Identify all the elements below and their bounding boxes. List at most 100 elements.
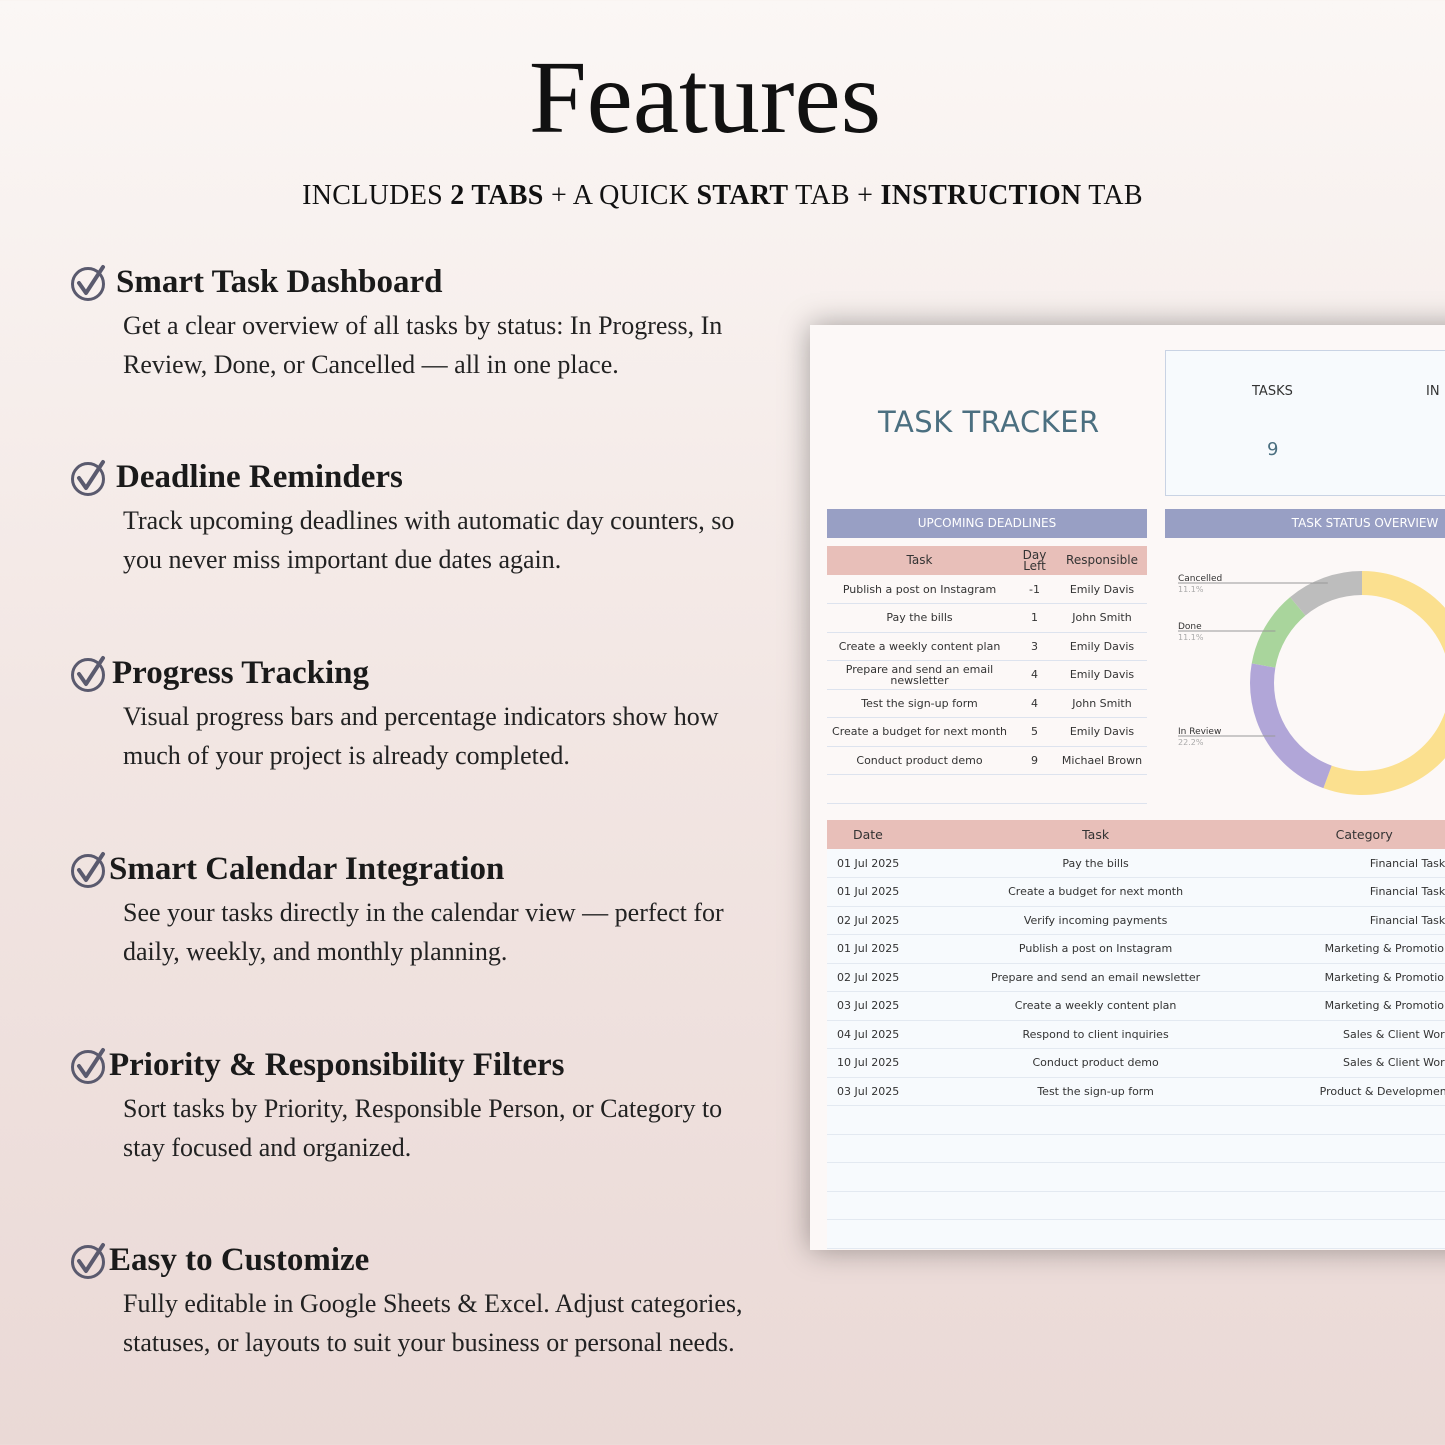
deadlines-table: Task Day Left Responsible Publish a post on… [827,546,1147,804]
kpi-label: TASKS [1252,384,1293,399]
feature-title: Easy to Customize [109,1242,370,1278]
column-header: Responsible [1057,546,1147,575]
task-cell[interactable]: Pay the bills [913,849,1278,878]
kpi-value: 9 [1267,439,1279,460]
table-row: Create a weekly content plan 3 Emily Davis [827,632,1147,661]
date-cell [827,1105,914,1135]
category-cell[interactable] [1277,1134,1445,1163]
subtitle-part: TAB [1081,180,1143,211]
task-cell[interactable] [913,1105,1278,1135]
date-cell [827,1162,914,1192]
table-row: ▼ [827,1162,1445,1192]
table-row: 10 Jul 2025 Conduct product demo Sales &… [827,1048,1445,1078]
category-cell[interactable]: Financial Tasks [1277,849,1445,878]
column-header: Task [827,546,1012,575]
feature-description: See your tasks directly in the calendar … [123,898,724,966]
task-cell[interactable]: Prepare and send an email newsletter [913,963,1278,992]
category-cell[interactable] [1277,1162,1445,1192]
table-row: 03 Jul 2025 Test the sign-up form Produc… [827,1077,1445,1106]
table-cell: John Smith [1057,689,1147,718]
table-row: Pay the bills 1 John Smith [827,603,1147,633]
table-cell: Prepare and send an email newsletter [827,660,1012,690]
date-cell: 02 Jul 2025 [827,963,914,992]
category-cell[interactable]: Sales & Client Work [1277,1020,1445,1049]
table-row: 03 Jul 2025 Create a weekly content plan… [827,991,1445,1021]
task-cell[interactable]: Create a weekly content plan [913,991,1278,1021]
table-cell: -1 [1012,575,1057,604]
spreadsheet-preview: TASK TRACKER TASKS 9 IN I UPCOMING DEADL… [810,325,1445,1250]
table-cell: 3 [1012,632,1057,661]
upcoming-deadlines-header: UPCOMING DEADLINES [827,509,1147,538]
table-cell: Michael Brown [1057,746,1147,775]
task-cell[interactable] [913,1191,1278,1220]
table-row: Publish a post on Instagram -1 Emily Davis [827,575,1147,604]
task-status-header: TASK STATUS OVERVIEW [1165,509,1445,538]
date-cell: 02 Jul 2025 [827,906,914,935]
sheet-title: TASK TRACKER [878,405,1100,439]
column-header: Category [1277,820,1445,849]
task-cell[interactable] [913,1134,1278,1163]
task-cell[interactable] [913,1162,1278,1192]
table-row: Create a budget for next month 5 Emily Dav… [827,717,1147,747]
table-cell: Test the sign-up form [827,689,1012,718]
donut-slice [1250,663,1332,789]
slice-label: In Review [1178,727,1221,737]
task-cell[interactable]: Respond to client inquiries [913,1020,1278,1049]
category-cell[interactable] [1277,1219,1445,1249]
feature-description: Visual progress bars and percentage indi… [123,702,719,770]
table-row: 01 Jul 2025 Pay the bills Financial Task… [827,849,1445,878]
table-cell: 5 [1012,717,1057,747]
task-cell[interactable]: Test the sign-up form [913,1077,1278,1106]
table-cell: 4 [1012,689,1057,718]
table-header: DateTaskCategoryDu [827,820,1445,849]
check-circle-icon [71,460,105,496]
table-cell: 4 [1012,660,1057,690]
table-row: Conduct product demo 9 Michael Brown [827,746,1147,775]
table-header: Task Day Left Responsible [827,546,1147,575]
feature-description: Get a clear overview of all tasks by sta… [123,311,723,379]
slice-pct: 11.1% [1178,585,1204,594]
category-cell[interactable] [1277,1105,1445,1135]
date-cell: 01 Jul 2025 [827,877,914,907]
category-cell[interactable]: Marketing & Promotion [1277,934,1445,964]
slice-label: Done [1178,622,1202,632]
task-cell[interactable]: Create a budget for next month [913,877,1278,907]
table-cell: Publish a post on Instagram [827,575,1012,604]
category-cell[interactable]: Marketing & Promotion [1277,991,1445,1021]
table-row: 01 Jul 2025 Publish a post on Instagram … [827,934,1445,964]
feature-title: Smart Task Dashboard [116,264,443,300]
table-row: 04 Jul 2025 Respond to client inquiries … [827,1020,1445,1049]
check-circle-icon [71,852,105,888]
date-cell: 03 Jul 2025 [827,1077,914,1106]
date-cell: 01 Jul 2025 [827,849,914,878]
table-row: Prepare and send an email newsletter 4 Emi… [827,660,1147,690]
task-cell[interactable] [913,1219,1278,1249]
table-cell: Emily Davis [1057,575,1147,604]
category-cell[interactable]: Marketing & Promotion [1277,963,1445,992]
category-cell[interactable] [1277,1191,1445,1220]
slice-label: Cancelled [1178,574,1222,584]
table-row: ▼ [827,1219,1445,1249]
category-cell[interactable]: Financial Tasks [1277,877,1445,907]
feature-title: Smart Calendar Integration [109,851,505,887]
column-header: Date [827,820,914,849]
table-row: 02 Jul 2025 Verify incoming payments Fin… [827,906,1445,935]
check-circle-icon [71,1048,105,1084]
page-title: Features [528,40,882,155]
table-cell: Conduct product demo [827,746,1012,775]
category-cell[interactable]: Product & Development [1277,1077,1445,1106]
task-cell[interactable]: Conduct product demo [913,1048,1278,1078]
table-row: Test the sign-up form 4 John Smith [827,689,1147,718]
feature-title: Deadline Reminders [116,459,403,495]
task-cell[interactable]: Publish a post on Instagram [913,934,1278,964]
kpi-label: IN I [1426,384,1445,399]
date-cell [827,1134,914,1163]
column-header: Task [913,820,1278,849]
task-cell[interactable]: Verify incoming payments [913,906,1278,935]
date-cell: 03 Jul 2025 [827,991,914,1021]
category-cell[interactable]: Financial Tasks [1277,906,1445,935]
table-cell: Emily Davis [1057,660,1147,690]
category-cell[interactable]: Sales & Client Work [1277,1048,1445,1078]
table-row: ▼ [827,1134,1445,1163]
